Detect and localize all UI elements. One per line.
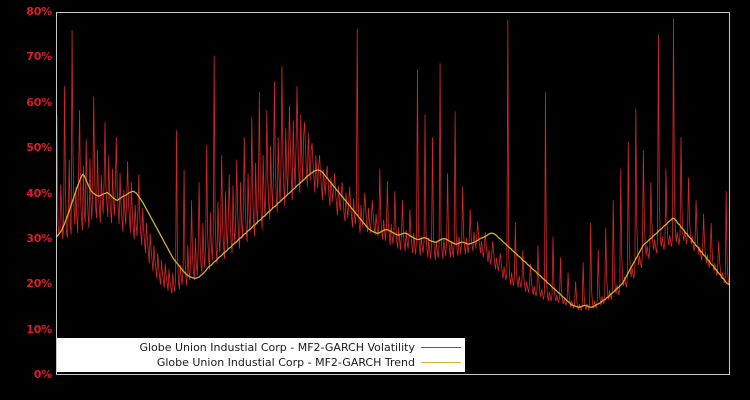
y-axis-tick-70: 70% bbox=[26, 50, 52, 64]
y-axis-tick-30: 30% bbox=[26, 231, 52, 245]
y-axis-tick-labels: 0% 10% 20% 30% 40% 50% 60% 70% 80% bbox=[0, 0, 52, 400]
legend-entry-trend: Globe Union Industial Corp - MF2-GARCH T… bbox=[57, 355, 461, 370]
y-axis-tick-0: 0% bbox=[33, 368, 52, 381]
y-axis-tick-40: 40% bbox=[26, 186, 52, 200]
legend-label-trend: Globe Union Industial Corp - MF2-GARCH T… bbox=[156, 356, 415, 369]
chart-svg bbox=[57, 18, 729, 311]
trend-series-path bbox=[57, 169, 729, 308]
legend-entry-volatility: Globe Union Industial Corp - MF2-GARCH V… bbox=[57, 340, 461, 355]
y-axis-tick-20: 20% bbox=[26, 277, 52, 291]
legend-line-sample-volatility bbox=[421, 347, 461, 348]
legend-line-sample-trend bbox=[421, 362, 461, 363]
y-axis-tick-50: 50% bbox=[26, 141, 52, 155]
y-axis-tick-80: 80% bbox=[26, 5, 52, 18]
chart-legend: Globe Union Industial Corp - MF2-GARCH V… bbox=[57, 338, 465, 372]
plot-area bbox=[56, 12, 730, 375]
y-axis-tick-10: 10% bbox=[26, 322, 52, 336]
volatility-series-path bbox=[57, 18, 729, 311]
y-axis-tick-60: 60% bbox=[26, 95, 52, 109]
legend-label-volatility: Globe Union Industial Corp - MF2-GARCH V… bbox=[139, 341, 415, 354]
